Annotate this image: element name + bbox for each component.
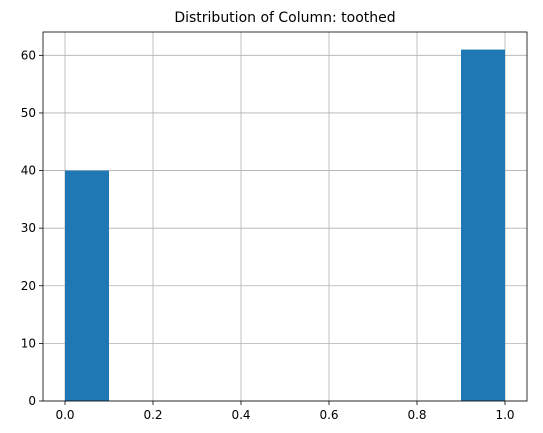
- x-axis: 0.0 0.2 0.4 0.6 0.8 1.0: [55, 401, 515, 422]
- x-tick-label: 0.4: [231, 408, 250, 422]
- x-tick-label: 0.6: [319, 408, 338, 422]
- y-tick-label: 50: [21, 106, 36, 120]
- chart-title: Distribution of Column: toothed: [174, 10, 395, 26]
- x-tick-label: 0.2: [143, 408, 162, 422]
- histogram-bar: [461, 49, 505, 401]
- histogram-bars: [65, 49, 505, 401]
- plot-frame: [42, 31, 528, 402]
- x-tick-label: 0.0: [55, 408, 74, 422]
- y-tick-label: 0: [28, 394, 36, 408]
- histogram-bar: [65, 170, 109, 401]
- y-tick-label: 10: [21, 336, 36, 350]
- y-tick-label: 30: [21, 221, 36, 235]
- y-tick-label: 60: [21, 48, 36, 62]
- y-tick-label: 20: [21, 279, 36, 293]
- y-axis: 0 10 20 30 40 50 60: [21, 48, 43, 408]
- x-tick-label: 0.8: [407, 408, 426, 422]
- y-tick-label: 40: [21, 164, 36, 178]
- x-tick-label: 1.0: [495, 408, 514, 422]
- grid-lines: [43, 32, 527, 402]
